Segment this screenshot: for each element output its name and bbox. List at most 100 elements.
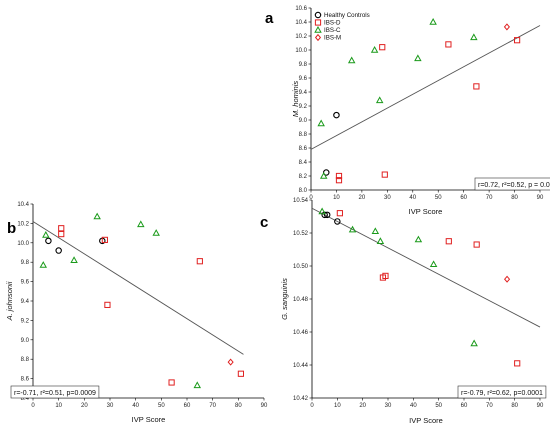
- y-tick-label: 8.4: [21, 396, 30, 402]
- data-point: [335, 172, 343, 180]
- data-point: [70, 256, 78, 263]
- stat-label: r=0.72, r²=0.52, p = 0.0007: [478, 182, 550, 189]
- data-point: [58, 230, 65, 238]
- data-point: [137, 220, 145, 228]
- data-point: [429, 17, 437, 25]
- data-point: [168, 379, 175, 386]
- data-point: [348, 225, 357, 233]
- data-point: [347, 56, 356, 64]
- y-tick-label: 10.42: [293, 396, 309, 402]
- x-tick-label: 60: [461, 403, 468, 409]
- x-axis-label: IVP Score: [132, 415, 166, 424]
- y-tick-label: 10.4: [295, 20, 307, 26]
- x-tick-label: 40: [132, 403, 139, 409]
- data-point: [473, 83, 480, 90]
- x-tick-label: 90: [261, 403, 268, 409]
- y-tick-label: 10.50: [293, 264, 309, 270]
- legend-marker: [314, 19, 322, 26]
- x-tick-label: 90: [537, 195, 544, 201]
- x-tick-label: 0: [309, 195, 313, 201]
- stat-label: r=-0.71, r²=0.51, p=0.0009: [14, 390, 96, 397]
- y-tick-label: 10.46: [293, 330, 309, 336]
- x-tick-label: 50: [158, 403, 165, 409]
- data-point: [93, 212, 101, 220]
- data-point: [237, 370, 245, 377]
- x-tick-label: 80: [235, 403, 242, 409]
- panel-c-chart: 0 10 20 30 40 50 60 70 80 90 10.42 10.44 10.46 10.48 1…: [260, 198, 547, 425]
- y-tick-label: 9.4: [299, 90, 308, 96]
- data-point: [445, 41, 452, 48]
- panel-a-chart: 0 10 20 30 40 50 60 70 80 90 8.0 8.2 8.4 8.6 8.8 9.0 9.2…: [265, 6, 550, 216]
- y-tick-label: 9.2: [299, 104, 308, 110]
- y-tick-label: 9.6: [299, 76, 308, 82]
- data-point: [152, 229, 160, 236]
- data-point: [42, 231, 50, 238]
- stat-box: [457, 385, 547, 399]
- regression-line: [311, 207, 541, 328]
- data-point: [370, 45, 379, 53]
- y-axis-label: G. sanguinis: [280, 278, 289, 320]
- x-axis-label: IVP Score: [409, 207, 443, 216]
- data-point: [514, 360, 521, 367]
- y-tick-label: 9.8: [299, 62, 308, 68]
- x-tick-label: 70: [486, 195, 493, 201]
- data-point: [514, 37, 521, 44]
- y-axis-label: M. hominis: [291, 81, 300, 118]
- data-point: [335, 177, 343, 184]
- data-point: [227, 358, 234, 366]
- x-tick-label: 20: [81, 403, 88, 409]
- data-point: [196, 258, 203, 265]
- data-point: [318, 207, 326, 215]
- data-point: [319, 171, 328, 179]
- x-tick-label: 80: [511, 195, 518, 201]
- data-point: [55, 247, 62, 254]
- y-tick-label: 10.6: [295, 6, 307, 12]
- regression-line: [32, 221, 244, 355]
- panel-letter: b: [7, 220, 16, 237]
- y-tick-label: 8.0: [299, 188, 308, 194]
- y-tick-label: 10.2: [17, 221, 29, 227]
- legend-marker: [314, 25, 322, 33]
- x-tick-label: 30: [384, 195, 391, 201]
- data-point: [376, 237, 385, 244]
- data-point: [101, 236, 108, 243]
- data-point: [503, 23, 510, 31]
- y-tick-label: 8.4: [299, 160, 308, 166]
- data-point: [429, 260, 438, 268]
- legend-label: Healthy Controls: [324, 12, 370, 19]
- data-point: [333, 111, 340, 119]
- y-tick-label: 8.6: [299, 146, 308, 152]
- y-tick-label: 9.6: [21, 280, 30, 286]
- legend-label: IBS-C: [324, 27, 341, 34]
- data-point: [39, 261, 48, 268]
- panel-letter: c: [260, 214, 268, 231]
- data-point: [381, 171, 388, 178]
- x-tick-label: 20: [359, 195, 366, 201]
- y-tick-label: 9.8: [21, 260, 30, 266]
- y-tick-label: 9.0: [299, 118, 308, 124]
- legend-label: IBS-D: [324, 20, 341, 27]
- data-point: [336, 210, 343, 217]
- legend-marker: [314, 33, 322, 42]
- legend-marker: [314, 11, 322, 19]
- x-tick-label: 60: [460, 195, 467, 201]
- data-point: [504, 275, 511, 283]
- panel-b-chart: 0 10 20 30 40 50 60 70 80 90 8.4 8.6 8.8 9.0 9.2 9.4 9.6…: [5, 202, 268, 424]
- stat-box: [10, 385, 100, 399]
- x-tick-label: 30: [107, 403, 114, 409]
- data-point: [45, 237, 52, 245]
- x-tick-label: 10: [55, 403, 62, 409]
- y-tick-label: 10.0: [295, 48, 307, 54]
- data-point: [334, 218, 341, 225]
- x-tick-label: 0: [310, 403, 314, 409]
- data-point: [193, 381, 202, 389]
- x-tick-label: 60: [184, 403, 191, 409]
- y-tick-label: 10.48: [293, 297, 309, 303]
- legend-label: IBS-M: [324, 35, 341, 42]
- data-point: [104, 301, 111, 308]
- y-tick-label: 9.0: [21, 338, 30, 344]
- x-tick-label: 10: [334, 403, 341, 409]
- data-point: [382, 272, 389, 279]
